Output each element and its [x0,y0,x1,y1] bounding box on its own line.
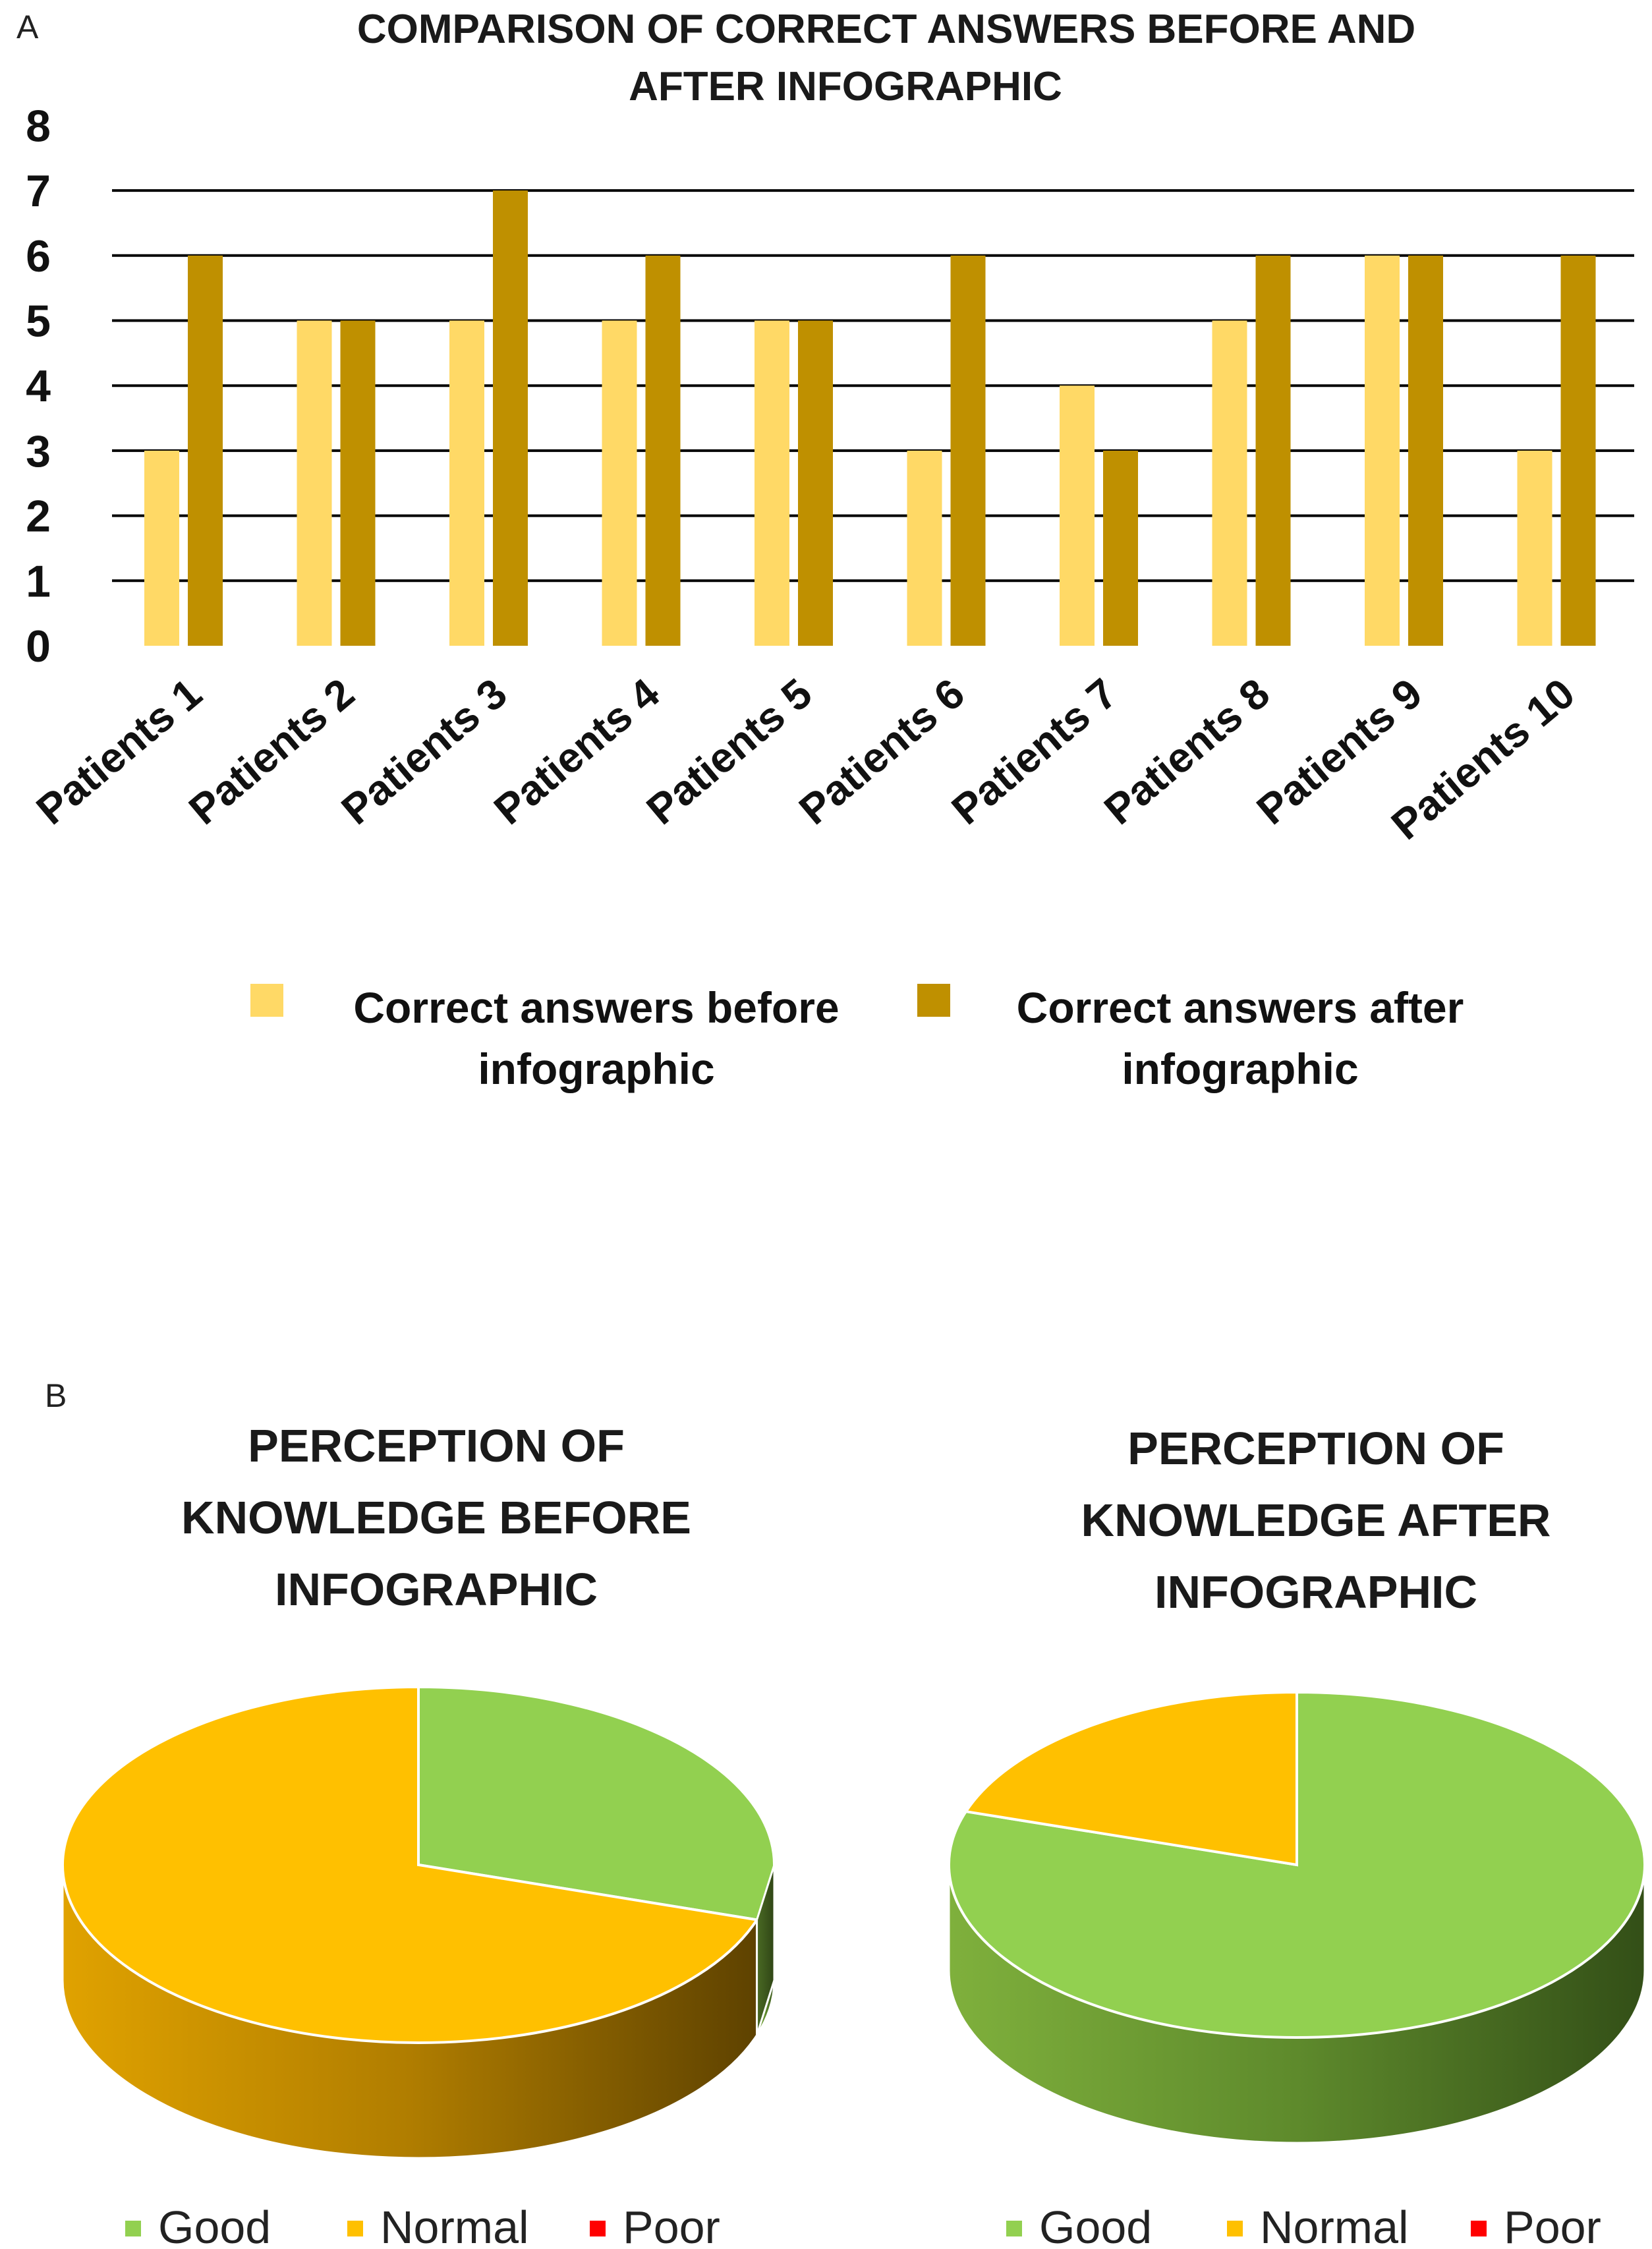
bar-after-10 [1560,255,1596,646]
legend-label-poor: Poor [623,2202,720,2249]
legend-label-poor: Poor [1504,2202,1601,2249]
x-tick-label: Patients 8 [1095,669,1278,834]
bar-before-3 [449,320,484,646]
bar-after-8 [1255,255,1291,646]
legend-swatch-normal [1227,2221,1243,2236]
pie-before-title-line-3: INFOGRAPHIC [275,1564,598,1615]
y-tick-label: 4 [26,361,51,411]
legend-swatch-normal [347,2221,363,2236]
legend-swatch-good [1006,2221,1022,2236]
legend-swatch-before [250,984,283,1017]
y-tick-label: 6 [26,231,51,281]
pie-before-title-line-2: KNOWLEDGE BEFORE [181,1492,691,1543]
x-tick-label: Patients 5 [638,669,821,834]
y-tick-label: 8 [26,101,51,151]
x-tick-label: Patients 3 [333,669,516,834]
y-tick-label: 5 [26,297,51,347]
legend-label-before-line-1: Correct answers before [353,983,839,1032]
legend-label-good: Good [158,2202,271,2249]
legend-label-after-line-1: Correct answers after [1017,983,1464,1032]
x-tick-label: Patients 7 [943,669,1126,834]
pie-after-title-line-1: PERCEPTION OF [1127,1423,1504,1474]
panel-b-label: B [45,1377,67,1414]
bar-after-2 [340,320,376,646]
pie-chart-after [948,1690,1646,2144]
x-tick-label: Patients 1 [28,669,211,834]
x-tick-label: Patients 6 [790,669,973,834]
x-tick-label: Patients 4 [485,669,668,834]
x-tick-label: Patients 2 [180,669,363,834]
legend-label-before-line-2: infographic [478,1044,714,1093]
bar-before-2 [297,320,332,646]
legend-swatch-poor [590,2221,606,2236]
bar-chart-bars [144,190,1596,646]
bar-chart-title-line-1: COMPARISON OF CORRECT ANSWERS BEFORE AND [357,7,1415,52]
bar-before-4 [602,320,637,646]
bar-after-4 [645,255,681,646]
pie-chart-before [61,1685,776,2159]
legend-swatch-after [917,984,950,1017]
bar-after-1 [188,255,223,646]
y-tick-label: 2 [26,492,51,542]
legend-swatch-poor [1471,2221,1487,2236]
bar-after-7 [1103,450,1138,646]
bar-after-3 [493,190,528,646]
pie-before-legend: Good Normal Poor [125,2202,720,2249]
pie-after-legend: Good Normal Poor [1006,2202,1601,2249]
bar-chart-title-line-2: AFTER INFOGRAPHIC [629,64,1062,109]
legend-label-after-line-2: infographic [1122,1044,1358,1093]
bar-before-9 [1365,255,1400,646]
bar-before-10 [1517,450,1552,646]
y-tick-label: 7 [26,166,51,216]
bar-before-1 [144,450,179,646]
pie-cut-face-good [756,1864,776,2035]
y-tick-label: 3 [26,426,51,476]
pie-after-title: PERCEPTION OF KNOWLEDGE AFTER INFOGRAPHI… [1081,1423,1551,1618]
legend-label-normal: Normal [380,2202,529,2249]
bar-before-5 [755,320,789,646]
bar-before-6 [907,450,942,646]
bar-after-9 [1408,255,1443,646]
legend-swatch-good [125,2221,141,2236]
panel-a-label: A [16,9,39,45]
pie-slice-normal [61,1685,759,2044]
pie-after-title-line-3: INFOGRAPHIC [1154,1566,1477,1618]
bar-before-7 [1060,385,1095,646]
bar-before-8 [1212,320,1247,646]
bar-after-6 [950,255,986,646]
pie-slice-normal [963,1690,1298,1867]
bar-chart-y-axis: 0 1 2 3 4 5 6 7 8 [26,101,51,671]
bar-after-5 [798,320,833,646]
y-tick-label: 1 [26,556,51,606]
legend-label-normal: Normal [1260,2202,1409,2249]
legend-label-good: Good [1039,2202,1152,2249]
bar-chart-legend: Correct answers before infographic Corre… [250,983,1464,1093]
y-tick-label: 0 [26,621,51,671]
pie-after-title-line-2: KNOWLEDGE AFTER [1081,1495,1551,1546]
pie-before-title-line-1: PERCEPTION OF [248,1420,625,1471]
pie-before-title: PERCEPTION OF KNOWLEDGE BEFORE INFOGRAPH… [181,1420,691,1615]
